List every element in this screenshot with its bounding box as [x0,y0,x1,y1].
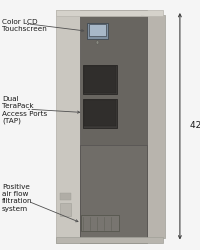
Bar [83,65,116,94]
Bar [87,22,107,39]
Circle shape [96,41,98,44]
Bar [89,24,105,36]
Bar [60,202,71,216]
Bar [56,10,162,16]
Text: ---: --- [141,13,145,17]
Bar [56,237,162,242]
Bar [80,145,146,242]
Text: Dual
TeraPack
Access Ports
(TAP): Dual TeraPack Access Ports (TAP) [2,96,47,124]
Text: Positive
air flow
filtration
system: Positive air flow filtration system [2,184,32,212]
Text: 42 U: 42 U [189,120,200,130]
Bar [84,100,115,126]
Bar [56,10,96,242]
Bar [60,192,71,200]
Bar [80,10,146,242]
Bar [146,15,164,237]
Bar [83,99,116,128]
Bar [84,66,115,92]
Bar [81,215,118,231]
Text: Color LCD
Touchscreen: Color LCD Touchscreen [2,19,47,32]
